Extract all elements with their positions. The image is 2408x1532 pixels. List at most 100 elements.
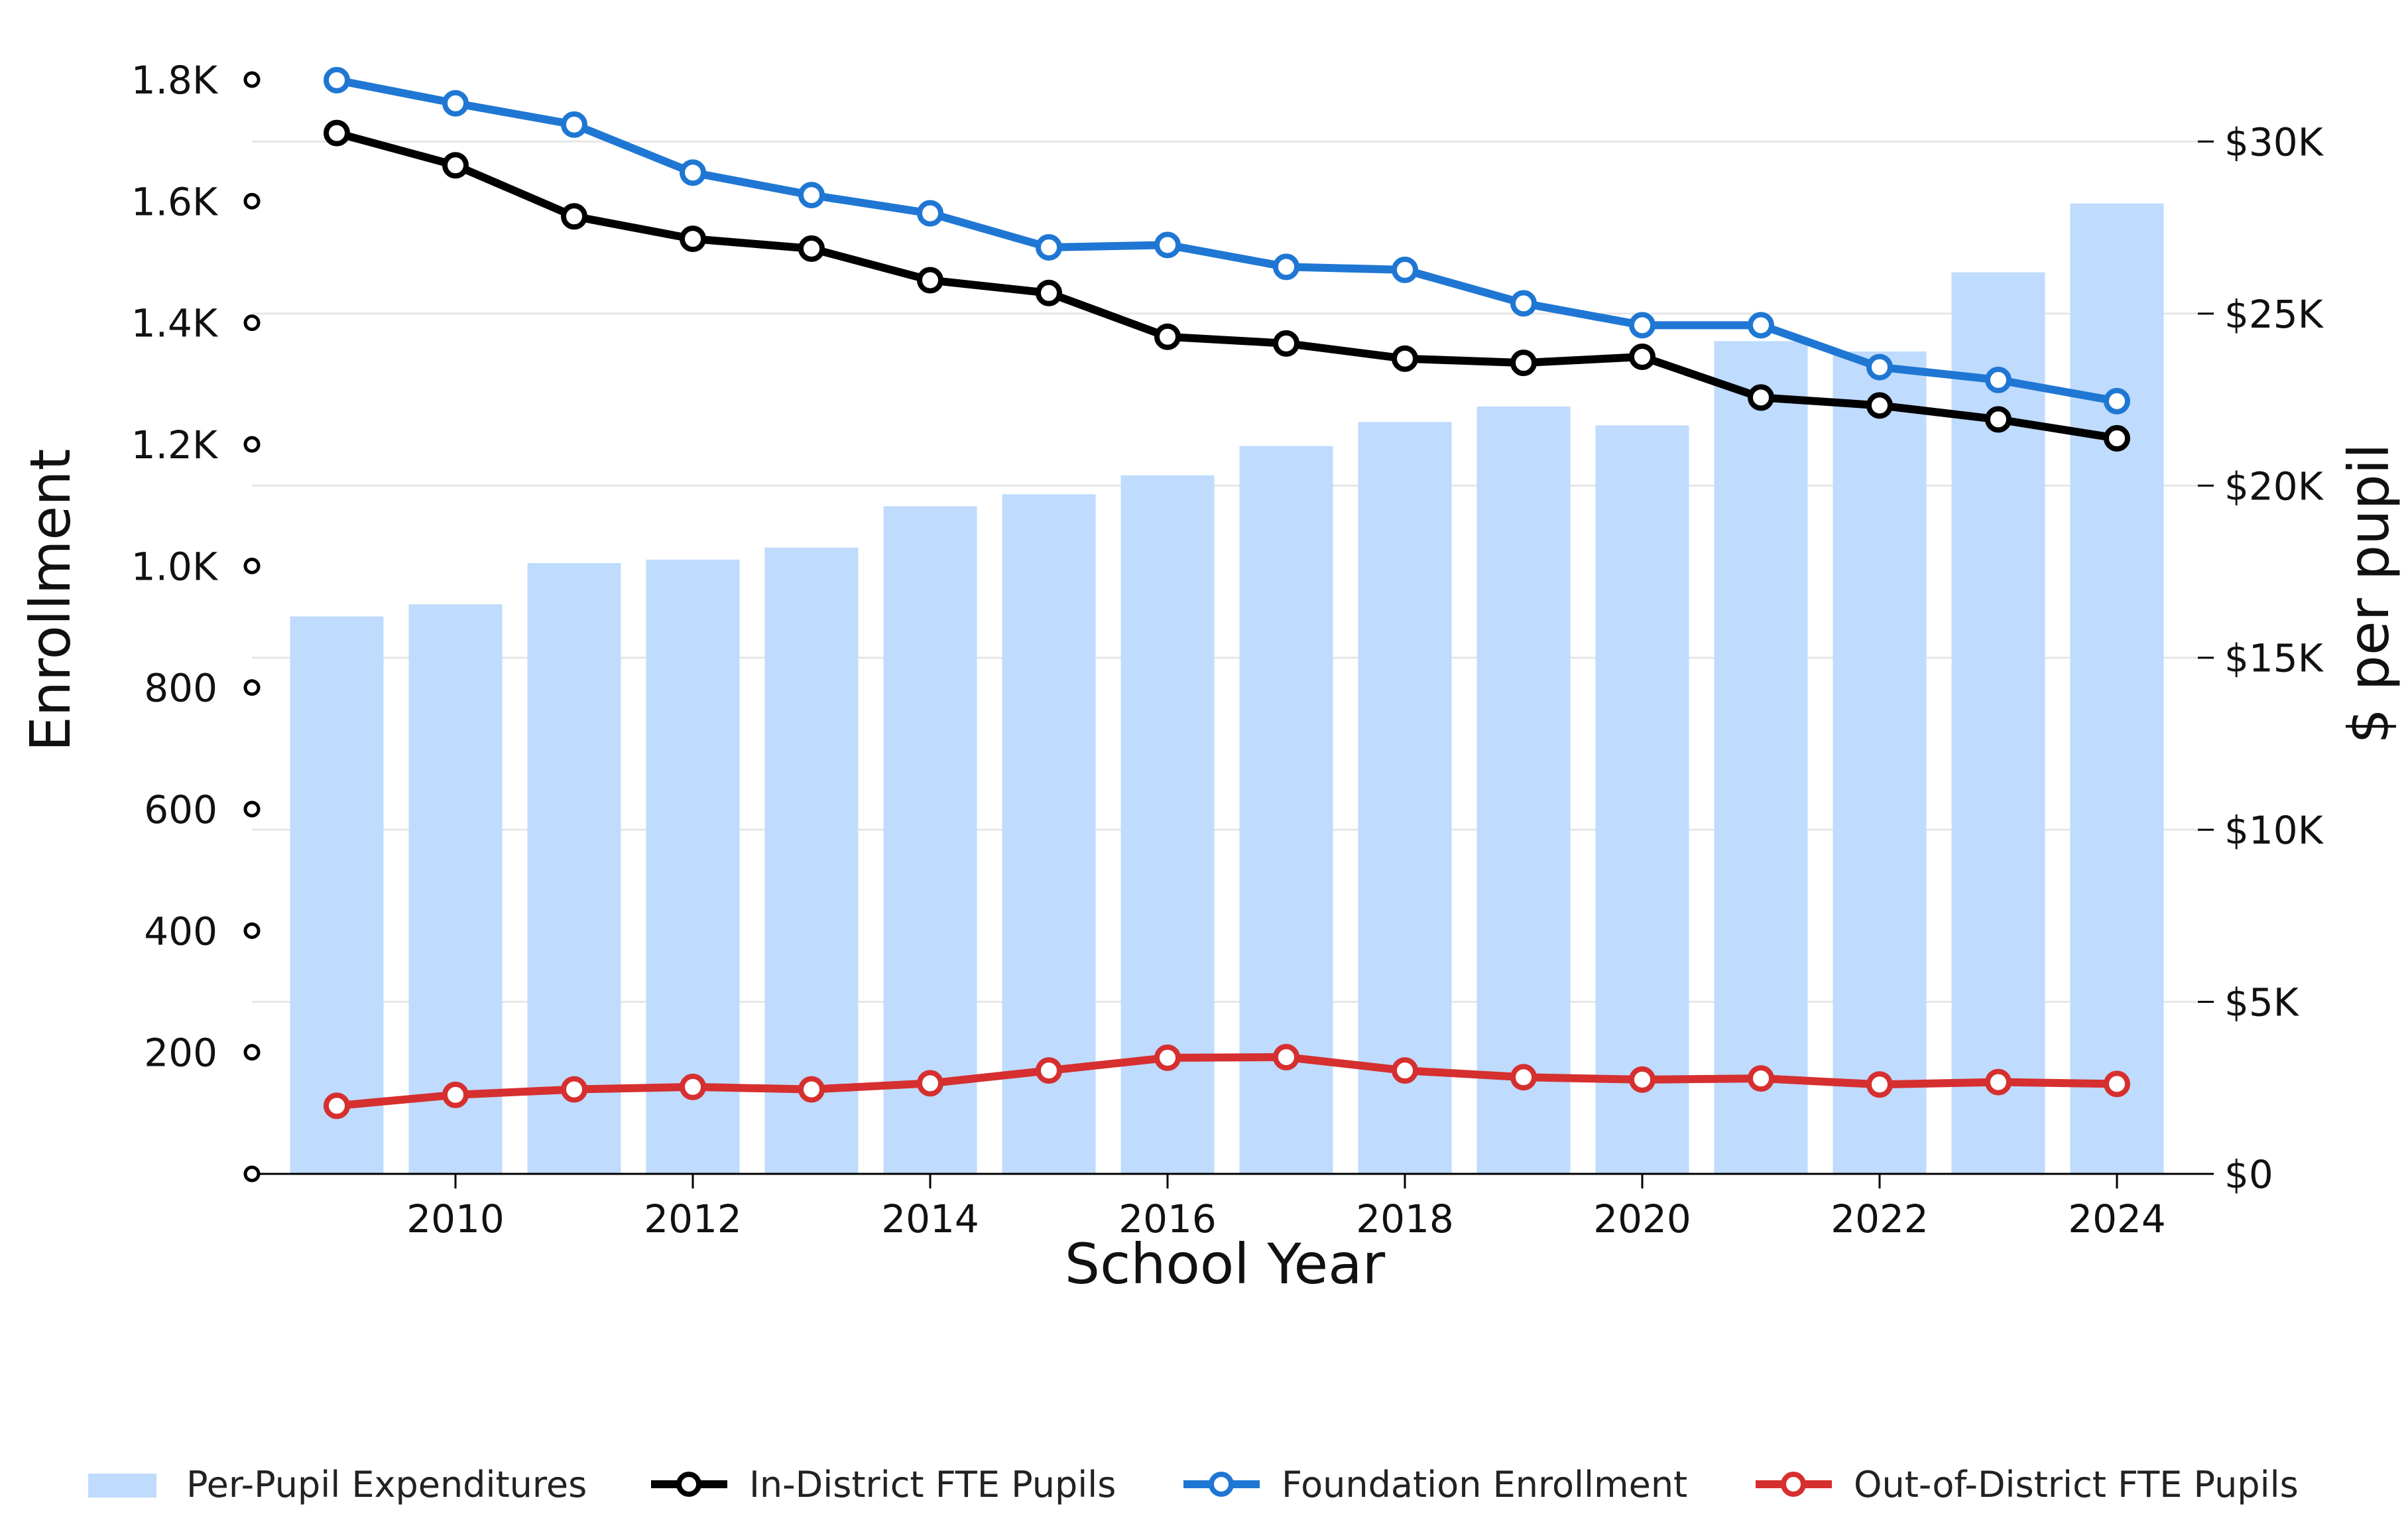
series-line bbox=[333, 1053, 2121, 1110]
legend-swatch-marker bbox=[1781, 1472, 1806, 1497]
bar-2013 bbox=[764, 547, 859, 1174]
bar-2018 bbox=[1358, 422, 1452, 1174]
y-left-tick-label: 1.2K bbox=[131, 422, 219, 468]
series-line bbox=[333, 76, 2121, 405]
bar-2024 bbox=[2070, 203, 2164, 1174]
point-2018 bbox=[1392, 256, 1418, 283]
point-2014 bbox=[917, 267, 943, 294]
point-2015 bbox=[1036, 279, 1062, 306]
series-out-of-district-fte-pupils bbox=[324, 1044, 2130, 1119]
point-2010 bbox=[442, 90, 469, 117]
x-tick-label: 2022 bbox=[1831, 1196, 1929, 1242]
point-2017 bbox=[1273, 1044, 1299, 1070]
point-2011 bbox=[561, 203, 587, 230]
point-2010 bbox=[442, 1081, 469, 1108]
y-left-tick-marker bbox=[243, 71, 261, 88]
legend-item-out-of-district-fte-pupils: Out-of-District FTE Pupils bbox=[1756, 1464, 2299, 1505]
series-line bbox=[333, 129, 2121, 442]
point-2014 bbox=[917, 200, 943, 227]
series-foundation-enrollment bbox=[324, 66, 2130, 415]
point-2024 bbox=[2104, 387, 2130, 415]
point-2023 bbox=[1985, 366, 2012, 393]
point-2009 bbox=[324, 1092, 350, 1119]
bar-2012 bbox=[646, 559, 740, 1174]
y-left-tick-label: 1.0K bbox=[131, 544, 219, 589]
x-tick-label: 2018 bbox=[1356, 1196, 1454, 1242]
legend-swatch-marker bbox=[676, 1472, 701, 1497]
point-2016 bbox=[1154, 1044, 1181, 1071]
point-2022 bbox=[1866, 353, 1893, 381]
point-2010 bbox=[442, 152, 469, 179]
y-left-tick-marker bbox=[243, 1165, 261, 1182]
y-left-tick-marker bbox=[243, 922, 261, 939]
y-left-tick-label: 600 bbox=[144, 787, 217, 832]
y-left-tick-marker bbox=[243, 314, 261, 332]
point-2018 bbox=[1392, 1057, 1418, 1084]
y-left-tick-label: 800 bbox=[144, 666, 217, 711]
y-left-tick-marker bbox=[243, 1044, 261, 1061]
point-2021 bbox=[1748, 1065, 1774, 1092]
axes: 200 400 600 800 1.0K 1.2K 1.4K 1.6K 1.8K $0 $5K $10… bbox=[131, 58, 2324, 1242]
point-2021 bbox=[1748, 312, 1774, 339]
point-2013 bbox=[798, 182, 825, 209]
y-right-tick-label: $0 bbox=[2224, 1152, 2273, 1197]
y-left-tick-label: 200 bbox=[144, 1031, 217, 1076]
point-2018 bbox=[1392, 345, 1418, 372]
legend-label: In-District FTE Pupils bbox=[749, 1464, 1116, 1505]
y-right-tick-label: $15K bbox=[2224, 636, 2324, 681]
x-axis-title: School Year bbox=[1065, 1232, 1386, 1297]
point-2012 bbox=[680, 225, 706, 253]
y-left-tick-marker bbox=[243, 679, 261, 696]
series-in-district-fte-pupils bbox=[324, 119, 2130, 452]
point-2015 bbox=[1036, 1057, 1062, 1084]
point-2012 bbox=[680, 159, 706, 186]
y-right-tick-label: $20K bbox=[2224, 464, 2324, 509]
y-left-tick-label: 1.8K bbox=[131, 58, 219, 103]
point-2023 bbox=[1985, 406, 2012, 433]
point-2011 bbox=[561, 111, 587, 138]
point-2017 bbox=[1273, 330, 1299, 357]
y-left-tick-marker bbox=[243, 436, 261, 453]
point-2013 bbox=[798, 235, 825, 262]
line-series bbox=[324, 66, 2130, 1119]
point-2019 bbox=[1510, 290, 1537, 317]
bar-2009 bbox=[290, 616, 384, 1174]
point-2024 bbox=[2104, 1070, 2130, 1098]
point-2020 bbox=[1629, 1066, 1656, 1093]
bar-2010 bbox=[408, 604, 503, 1174]
bar-2022 bbox=[1833, 351, 1927, 1174]
x-tick-label: 2014 bbox=[881, 1196, 979, 1242]
y-left-tick-label: 400 bbox=[144, 909, 217, 954]
legend-item-foundation-enrollment: Foundation Enrollment bbox=[1183, 1464, 1687, 1505]
y-left-tick-marker bbox=[243, 192, 261, 210]
point-2016 bbox=[1154, 323, 1181, 350]
point-2009 bbox=[324, 119, 350, 147]
x-tick-label: 2016 bbox=[1118, 1196, 1217, 1242]
y-right-tick-label: $10K bbox=[2224, 808, 2324, 853]
x-tick-label: 2024 bbox=[2068, 1196, 2166, 1242]
point-2009 bbox=[324, 66, 350, 94]
point-2013 bbox=[798, 1076, 825, 1103]
legend-item-per-pupil-expenditures: Per-Pupil Expenditures bbox=[88, 1464, 587, 1505]
bar-2021 bbox=[1714, 341, 1808, 1174]
y-left-tick-marker bbox=[243, 800, 261, 818]
legend-label: Out-of-District FTE Pupils bbox=[1854, 1464, 2299, 1505]
bars-per-pupil-expenditures bbox=[290, 203, 2164, 1174]
point-2014 bbox=[917, 1070, 943, 1097]
point-2019 bbox=[1510, 350, 1537, 377]
bar-2020 bbox=[1595, 425, 1689, 1174]
bar-2019 bbox=[1476, 406, 1571, 1174]
point-2022 bbox=[1866, 1071, 1893, 1098]
point-2023 bbox=[1985, 1068, 2012, 1096]
y-right-tick-label: $25K bbox=[2224, 292, 2324, 337]
point-2012 bbox=[680, 1073, 706, 1100]
point-2020 bbox=[1629, 312, 1656, 339]
y-left-tick-label: 1.4K bbox=[131, 301, 219, 346]
x-tick-label: 2020 bbox=[1593, 1196, 1691, 1242]
point-2011 bbox=[561, 1076, 587, 1103]
x-tick-label: 2012 bbox=[644, 1196, 742, 1242]
y-left-tick-marker bbox=[243, 557, 261, 574]
legend-swatch-marker bbox=[1209, 1472, 1234, 1497]
bar-2011 bbox=[527, 563, 621, 1174]
